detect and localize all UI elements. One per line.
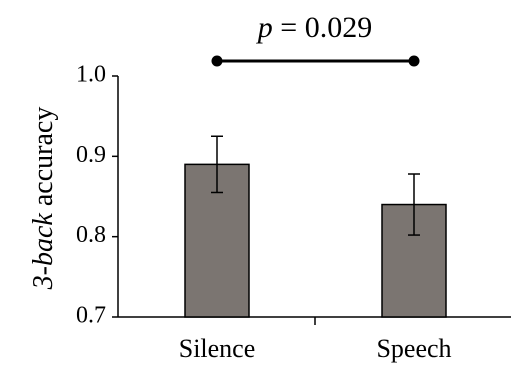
y-tick: 1.0: [76, 62, 118, 88]
significance-annotation: p = 0.029: [211, 11, 420, 67]
p-value-label: p = 0.029: [256, 11, 372, 44]
y-tick-label: 0.8: [76, 222, 106, 248]
bar-group-silence: Silence: [179, 135, 256, 363]
y-axis-label: 3-back accuracy: [28, 107, 59, 291]
significance-left-dot: [211, 55, 223, 67]
x-tick-label-silence: Silence: [179, 334, 256, 363]
y-tick: 0.9: [76, 142, 118, 168]
bar-series: Silence Speech: [179, 135, 452, 363]
y-tick: 0.7: [76, 303, 118, 329]
y-axis-label-italic: 3-back: [28, 213, 59, 291]
y-tick-group: 0.7 0.8 0.9 1.0: [76, 62, 118, 329]
y-tick-label: 0.9: [76, 142, 106, 168]
y-tick-label: 0.7: [76, 303, 106, 329]
y-tick: 0.8: [76, 222, 118, 248]
y-tick-label: 1.0: [76, 62, 106, 88]
y-axis-label-rest: accuracy: [28, 107, 59, 213]
significance-right-dot: [408, 55, 420, 67]
p-symbol: p: [256, 11, 273, 44]
p-value-text: = 0.029: [273, 11, 372, 44]
x-tick-label-speech: Speech: [376, 334, 451, 363]
bar-group-speech: Speech: [376, 173, 452, 363]
